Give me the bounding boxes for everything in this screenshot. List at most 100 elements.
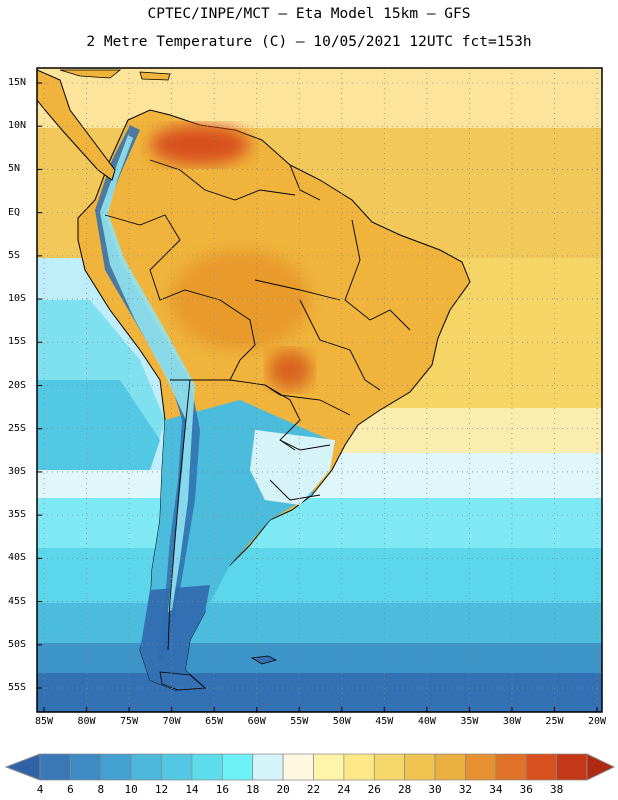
colorbar-label: 32	[458, 783, 473, 796]
map-frame	[36, 67, 603, 713]
latitude-label: 20S	[8, 379, 27, 391]
colorbar-swatch	[404, 753, 436, 781]
colorbar-label: 36	[519, 783, 533, 796]
colorbar-under-arrow	[4, 753, 41, 781]
ocean-band-6	[37, 673, 602, 712]
latitude-label: 35S	[8, 509, 27, 521]
colorbar-label: 6	[67, 783, 74, 796]
border-guianas	[289, 164, 321, 201]
longitude-label: 25W	[545, 716, 564, 727]
colorbar-over-arrow	[586, 753, 616, 781]
longitude-label: 60W	[247, 716, 266, 727]
border-bolivia-brazil	[219, 299, 256, 381]
colorbar-label: 30	[428, 783, 442, 796]
central-hot-zone	[170, 250, 310, 350]
latitude-label: 15N	[8, 77, 27, 88]
colorbar-label: 24	[337, 783, 351, 796]
latitude-label: EQ	[8, 206, 21, 218]
graticule	[37, 68, 602, 712]
border-brazil-uruguay	[279, 439, 331, 451]
latitude-label: 5S	[8, 249, 21, 261]
axis-ticks	[37, 82, 598, 712]
tierra-del-fuego	[159, 671, 206, 691]
latitude-label: 30S	[8, 465, 27, 477]
latitude-label: 50S	[8, 638, 27, 650]
latitude-label: 40S	[8, 552, 27, 564]
colorbar-label: 18	[246, 783, 260, 796]
colorbar-label: 16	[215, 783, 229, 796]
colorbar-label: 12	[154, 783, 169, 796]
colorbar-swatch	[100, 753, 132, 781]
longitude-label: 85W	[34, 716, 54, 727]
colorbar-label: 10	[124, 783, 138, 796]
andes-snow-line	[100, 135, 195, 612]
longitude-label: 35W	[460, 716, 479, 727]
colorbar	[4, 753, 616, 781]
colorbar-swatch	[556, 753, 588, 781]
venezuela-hot-zone	[150, 125, 250, 165]
colorbar-swatch	[434, 753, 466, 781]
cuba-island	[59, 69, 122, 79]
colorbar-label: 8	[97, 783, 105, 796]
colorbar-swatch	[161, 753, 193, 781]
country-borders	[104, 159, 411, 651]
ocean-band-8	[37, 643, 602, 673]
latitude-label: 5N	[8, 163, 21, 175]
latitude-label: 10S	[8, 293, 27, 305]
longitude-label: 50W	[332, 716, 351, 727]
colorbar-swatch	[221, 753, 254, 781]
longitude-label: 40W	[417, 716, 436, 727]
colorbar-label: 20	[276, 783, 290, 796]
central-america-land	[37, 69, 116, 181]
pacific-cold-zone	[37, 380, 160, 470]
border-colombia-peru	[104, 214, 181, 241]
pampas-mild	[250, 430, 335, 505]
colorbar-swatch	[252, 753, 284, 781]
colorbar-label: 22	[306, 783, 321, 796]
pantanal-hot-zone	[268, 350, 312, 390]
longitude-label: 65W	[205, 716, 224, 727]
longitude-label: 55W	[290, 716, 309, 727]
border-brazil-states-east	[299, 299, 381, 391]
latitude-label: 45S	[8, 595, 27, 607]
colorbar-label: 4	[36, 783, 44, 796]
border-brazil-states-central	[254, 279, 341, 301]
colorbar-swatch	[343, 753, 375, 781]
border-rio-de-la-plata	[269, 479, 321, 501]
colorbar-label: 38	[549, 783, 564, 796]
map-subtitle: 2 Metre Temperature (C) – 10/05/2021 12U…	[86, 34, 532, 50]
colorbar-swatch	[39, 753, 71, 781]
ocean-band-16	[37, 498, 602, 548]
andes-cold-ridge	[95, 125, 200, 660]
longitude-label: 30W	[502, 716, 521, 727]
border-peru-brazil	[149, 239, 221, 301]
border-brazil-states-south	[279, 394, 351, 416]
colorbar-swatch	[525, 753, 557, 781]
colorbar-swatch	[191, 753, 223, 781]
hispaniola-island	[139, 71, 171, 81]
colorbar-swatch	[313, 753, 345, 781]
colorbar-swatch	[495, 753, 527, 781]
latitude-label: 25S	[8, 422, 27, 434]
longitude-label: 20W	[587, 716, 607, 727]
colorbar-swatch	[70, 753, 102, 781]
border-brazil-states-north	[344, 219, 411, 331]
colorbar-label: 34	[489, 783, 503, 796]
longitude-label: 45W	[375, 716, 394, 727]
latitude-label: 10N	[8, 120, 27, 132]
longitude-label: 75W	[120, 716, 139, 727]
map-title: CPTEC/INPE/MCT – Eta Model 15km – GFS	[147, 6, 471, 22]
latitude-label: 55S	[8, 682, 27, 693]
colorbar-swatch	[465, 753, 497, 781]
ocean-band-north	[37, 68, 602, 128]
colorbar-swatch	[282, 753, 314, 781]
ocean-band-14	[37, 548, 602, 603]
longitude-label: 80W	[77, 716, 96, 727]
colorbar-label: 26	[367, 783, 381, 796]
patagonia-cold	[140, 585, 210, 690]
colorbar-swatch	[373, 753, 406, 781]
border-chile-argentina	[167, 379, 191, 651]
colorbar-swatch	[130, 753, 162, 781]
colorbar-label: 28	[398, 783, 412, 796]
